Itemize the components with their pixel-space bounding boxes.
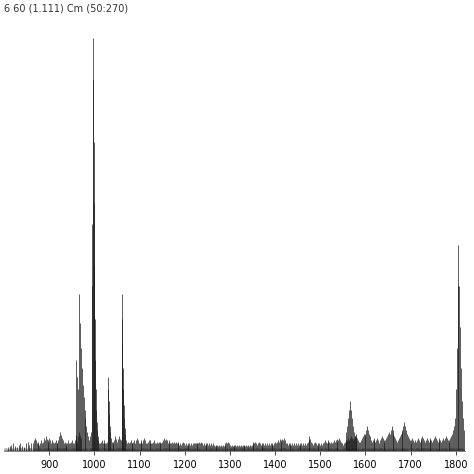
Text: 6 60 (1.111) Cm (50:270): 6 60 (1.111) Cm (50:270) [4, 3, 128, 13]
